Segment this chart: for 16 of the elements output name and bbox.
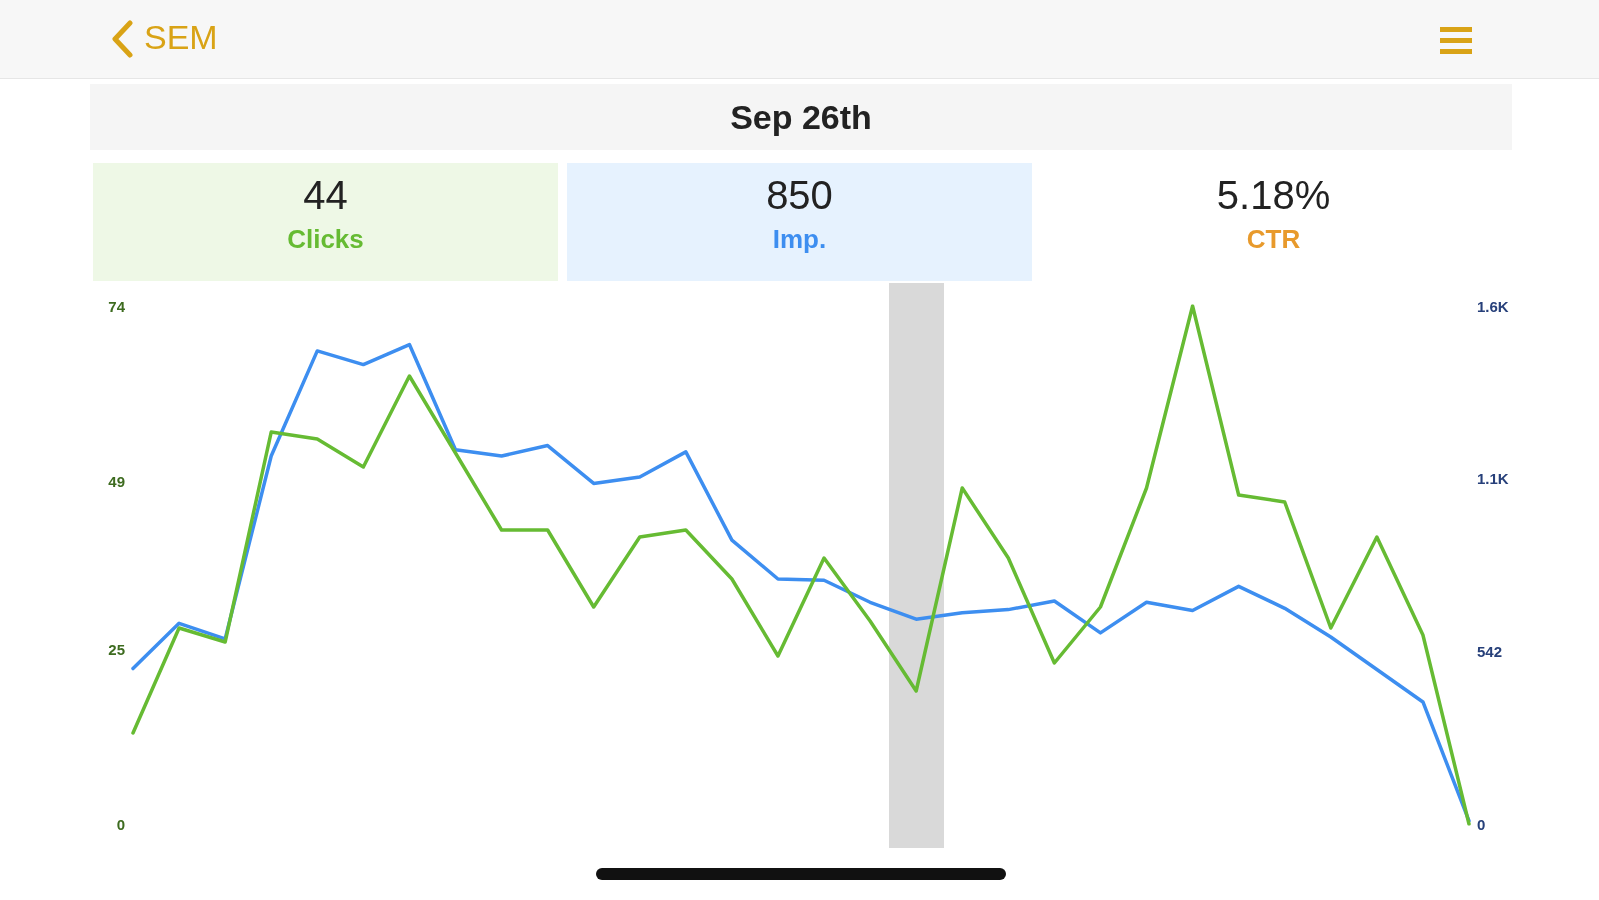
chart-title: Sep 26th	[90, 84, 1512, 150]
text: SEM	[144, 18, 218, 57]
text: 5.18%	[1215, 173, 1332, 218]
y-tick-label: 25	[108, 640, 125, 658]
y-tick-label: 74	[108, 297, 126, 315]
y2-tick-label: 542	[1477, 642, 1503, 660]
text: 44	[302, 173, 349, 218]
y2-tick-label: 1.6K	[1477, 297, 1509, 315]
text: Imp.	[771, 224, 828, 255]
y2-tick-label: 0	[1477, 815, 1486, 833]
y2-tick-label: 1.1K	[1477, 470, 1509, 488]
text: CTR	[1245, 224, 1302, 255]
text: 850	[765, 173, 834, 218]
text: Clicks	[286, 224, 365, 255]
y-tick-label: 49	[108, 472, 125, 490]
y-tick-label: 0	[116, 815, 125, 833]
